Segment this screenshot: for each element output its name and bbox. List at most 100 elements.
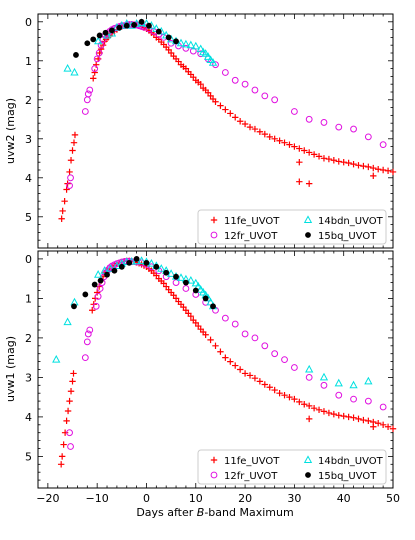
plus-marker bbox=[370, 423, 377, 430]
open-circle-marker bbox=[320, 381, 328, 389]
plus-marker bbox=[95, 283, 103, 290]
open-circle-marker bbox=[93, 55, 101, 63]
plus-marker bbox=[301, 401, 308, 408]
plus-marker bbox=[291, 395, 298, 403]
open-circle-marker bbox=[210, 231, 218, 239]
plus-marker bbox=[246, 372, 254, 379]
open-circle-marker bbox=[335, 123, 343, 131]
y-tick-label: 1 bbox=[25, 55, 32, 68]
open-triangle-marker bbox=[305, 364, 314, 373]
filled-circle-marker bbox=[73, 52, 79, 58]
plus-marker bbox=[93, 289, 101, 296]
plus-marker bbox=[69, 378, 76, 385]
filled-circle-marker bbox=[305, 472, 311, 478]
data-points bbox=[52, 256, 397, 468]
filled-circle-marker bbox=[210, 303, 216, 310]
open-triangle-marker bbox=[203, 52, 213, 60]
plus-marker bbox=[241, 370, 249, 377]
open-circle-marker bbox=[271, 96, 279, 104]
plus-marker bbox=[315, 153, 323, 160]
plus-marker bbox=[389, 168, 397, 176]
y-tick-label: 0 bbox=[25, 16, 32, 29]
filled-circle-marker bbox=[146, 22, 152, 29]
plus-marker bbox=[310, 151, 318, 158]
plus-marker bbox=[330, 157, 338, 164]
x-tick-label: 40 bbox=[337, 492, 351, 505]
plus-marker bbox=[232, 114, 239, 121]
plus-marker bbox=[379, 166, 387, 174]
open-triangle-marker bbox=[191, 41, 200, 50]
plus-marker bbox=[320, 408, 328, 415]
legend-label: 11fe_UVOT bbox=[224, 456, 280, 467]
plus-marker bbox=[69, 147, 76, 154]
plus-marker bbox=[305, 402, 313, 410]
filled-circle-marker bbox=[116, 24, 123, 31]
plus-marker bbox=[187, 312, 195, 320]
open-circle-marker bbox=[84, 90, 92, 98]
open-circle-marker bbox=[271, 350, 279, 358]
plus-marker bbox=[305, 149, 313, 156]
plus-marker bbox=[236, 118, 244, 125]
filled-circle-marker bbox=[192, 287, 199, 294]
plus-marker bbox=[227, 358, 234, 365]
plus-marker bbox=[286, 141, 293, 148]
open-circle-marker bbox=[182, 44, 190, 52]
filled-circle-marker bbox=[153, 263, 160, 270]
axis-ticks: 0 1 2 3 4 5 bbox=[25, 14, 394, 249]
plus-marker bbox=[335, 412, 342, 419]
legend-label: 15bq_UVOT bbox=[318, 471, 377, 482]
legend-label: 11fe_UVOT bbox=[224, 216, 280, 227]
y-tick-label: 2 bbox=[25, 332, 32, 345]
legend-entry-11fe: 11fe_UVOT bbox=[210, 216, 280, 227]
open-triangle-marker bbox=[334, 378, 343, 387]
plus-marker bbox=[291, 143, 298, 150]
open-circle-marker bbox=[66, 429, 73, 437]
open-circle-marker bbox=[320, 119, 328, 126]
plus-marker bbox=[66, 397, 73, 405]
y-tick-label: 0 bbox=[25, 253, 32, 266]
plus-marker bbox=[222, 354, 229, 361]
open-circle-marker bbox=[86, 86, 94, 94]
filled-circle-marker bbox=[173, 38, 179, 45]
open-circle-marker bbox=[241, 80, 249, 88]
plus-marker bbox=[241, 120, 249, 128]
open-triangle-marker bbox=[94, 36, 103, 45]
filled-circle-marker bbox=[133, 256, 140, 262]
filled-circle-marker bbox=[202, 295, 209, 302]
legend-entry-14bdn: 14bdn_UVOT bbox=[303, 455, 384, 467]
legend-entry-15bq: 15bq_UVOT bbox=[305, 231, 377, 242]
y-tick-label: 1 bbox=[25, 292, 32, 305]
axis-ticks: 0 1 2 3 4 5 −20 −10 0 10 20 30 40 50 bbox=[25, 251, 400, 505]
plus-marker bbox=[212, 342, 219, 349]
plus-marker bbox=[207, 336, 214, 344]
plus-marker bbox=[296, 178, 303, 185]
open-triangle-marker bbox=[303, 215, 313, 223]
plus-marker bbox=[355, 415, 362, 423]
plus-marker bbox=[246, 123, 254, 131]
plus-marker bbox=[61, 198, 68, 205]
open-circle-marker bbox=[251, 86, 259, 94]
open-circle-marker bbox=[83, 96, 91, 104]
plus-marker bbox=[375, 166, 382, 173]
open-circle-marker bbox=[81, 108, 89, 115]
plus-marker bbox=[350, 160, 357, 168]
open-circle-marker bbox=[379, 403, 387, 411]
legend-label: 12fr_UVOT bbox=[224, 471, 278, 482]
open-circle-marker bbox=[379, 141, 387, 149]
open-triangle-marker bbox=[106, 264, 115, 272]
open-circle-marker bbox=[94, 293, 102, 300]
plus-marker bbox=[251, 125, 259, 133]
plus-marker bbox=[90, 75, 97, 82]
open-triangle-marker bbox=[196, 285, 205, 293]
legend-entry-14bdn: 14bdn_UVOT bbox=[303, 215, 384, 227]
y-tick-label: 2 bbox=[25, 94, 32, 107]
plus-marker bbox=[266, 384, 273, 391]
open-circle-marker bbox=[261, 92, 269, 100]
open-triangle-marker bbox=[157, 264, 166, 272]
open-circle-marker bbox=[290, 364, 298, 371]
open-circle-marker bbox=[86, 326, 94, 334]
open-triangle-marker bbox=[147, 258, 156, 267]
plus-marker bbox=[202, 331, 209, 338]
filled-circle-marker bbox=[163, 269, 170, 276]
plus-marker bbox=[210, 456, 218, 464]
